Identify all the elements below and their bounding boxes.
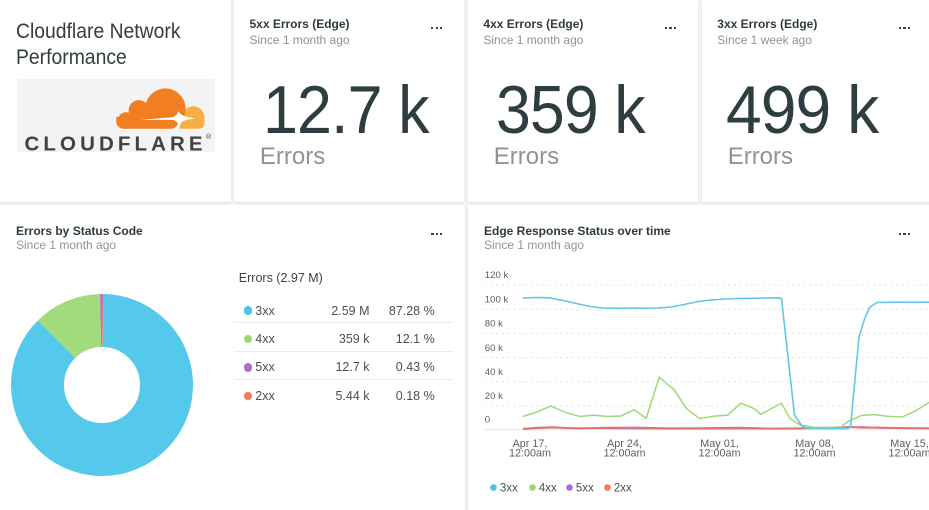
svg-text:Apr 17,: Apr 17, (512, 438, 547, 450)
svg-text:20 k: 20 k (485, 391, 503, 402)
svg-text:60 k: 60 k (485, 343, 503, 354)
svg-text:May 01,: May 01, (700, 438, 738, 450)
svg-text:3xx: 3xx (500, 483, 518, 495)
svg-text:40 k: 40 k (485, 367, 503, 378)
svg-text:2xx: 2xx (614, 483, 632, 495)
svg-text:CLOUDFLARE: CLOUDFLARE (24, 133, 206, 153)
svg-text:5xx: 5xx (576, 483, 594, 495)
svg-text:May 15,: May 15, (890, 438, 928, 450)
svg-text:80 k: 80 k (485, 319, 503, 330)
svg-text:®: ® (206, 133, 212, 141)
svg-text:0: 0 (485, 415, 490, 426)
svg-text:12:00am: 12:00am (888, 448, 929, 460)
svg-text:100 k: 100 k (485, 294, 509, 305)
svg-text:4xx: 4xx (539, 483, 557, 495)
svg-text:Apr 24,: Apr 24, (607, 438, 642, 450)
svg-text:12:00am: 12:00am (603, 448, 645, 460)
svg-text:May 08,: May 08, (795, 438, 833, 450)
svg-text:120 k: 120 k (485, 270, 509, 281)
svg-text:12:00am: 12:00am (509, 448, 551, 460)
svg-text:12:00am: 12:00am (793, 448, 835, 460)
svg-text:12:00am: 12:00am (698, 448, 740, 460)
